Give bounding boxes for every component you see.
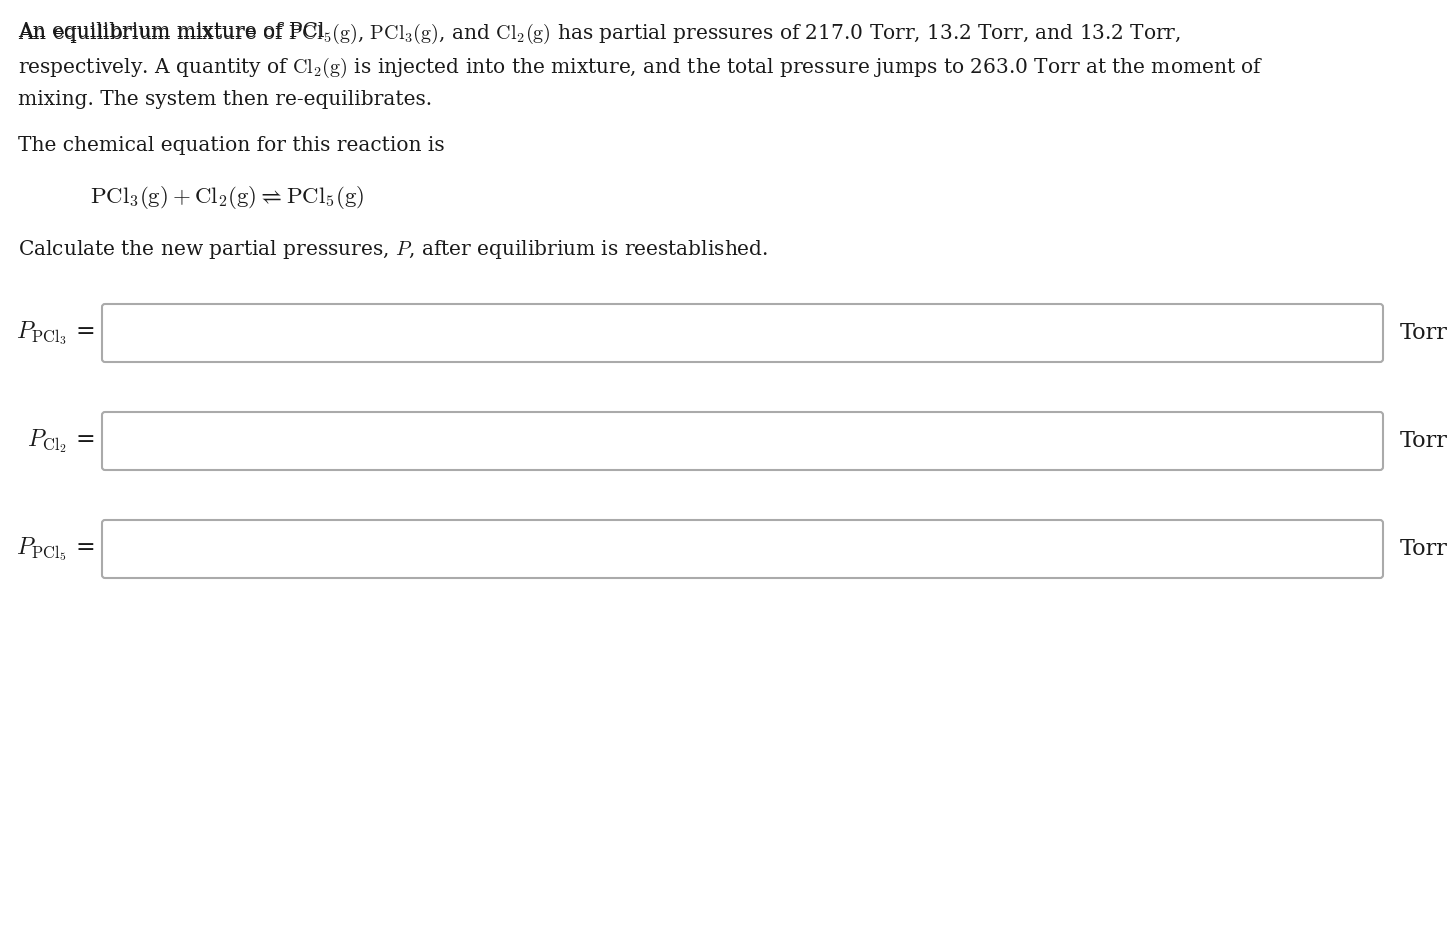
FancyBboxPatch shape bbox=[102, 412, 1384, 470]
Text: An equilibrium mixture of PCl: An equilibrium mixture of PCl bbox=[17, 22, 324, 41]
FancyBboxPatch shape bbox=[102, 520, 1384, 578]
Text: respectively. A quantity of $\mathrm{Cl_2(g)}$ is injected into the mixture, and: respectively. A quantity of $\mathrm{Cl_… bbox=[17, 56, 1263, 81]
FancyBboxPatch shape bbox=[102, 304, 1384, 362]
Text: Torr: Torr bbox=[1400, 430, 1448, 452]
Text: $\mathrm{PCl_3(g) + Cl_2(g) \rightleftharpoons PCl_5(g)}$: $\mathrm{PCl_3(g) + Cl_2(g) \rightleftha… bbox=[90, 184, 364, 211]
Text: $P_{\mathrm{PCl_5}}$ =: $P_{\mathrm{PCl_5}}$ = bbox=[16, 535, 95, 563]
Text: $P_{\mathrm{PCl_3}}$ =: $P_{\mathrm{PCl_3}}$ = bbox=[16, 319, 95, 346]
Text: The chemical equation for this reaction is: The chemical equation for this reaction … bbox=[17, 136, 445, 155]
Text: An equilibrium mixture of $\mathrm{PCl_5(g)}$, $\mathrm{PCl_3(g)}$, and $\mathrm: An equilibrium mixture of $\mathrm{PCl_5… bbox=[17, 22, 1181, 46]
Text: mixing. The system then re-equilibrates.: mixing. The system then re-equilibrates. bbox=[17, 90, 432, 109]
Text: Calculate the new partial pressures, $P$, after equilibrium is reestablished.: Calculate the new partial pressures, $P$… bbox=[17, 238, 768, 261]
Text: $P_{\mathrm{Cl_2}}$ =: $P_{\mathrm{Cl_2}}$ = bbox=[28, 427, 95, 455]
Text: Torr: Torr bbox=[1400, 322, 1448, 344]
Text: Torr: Torr bbox=[1400, 538, 1448, 560]
